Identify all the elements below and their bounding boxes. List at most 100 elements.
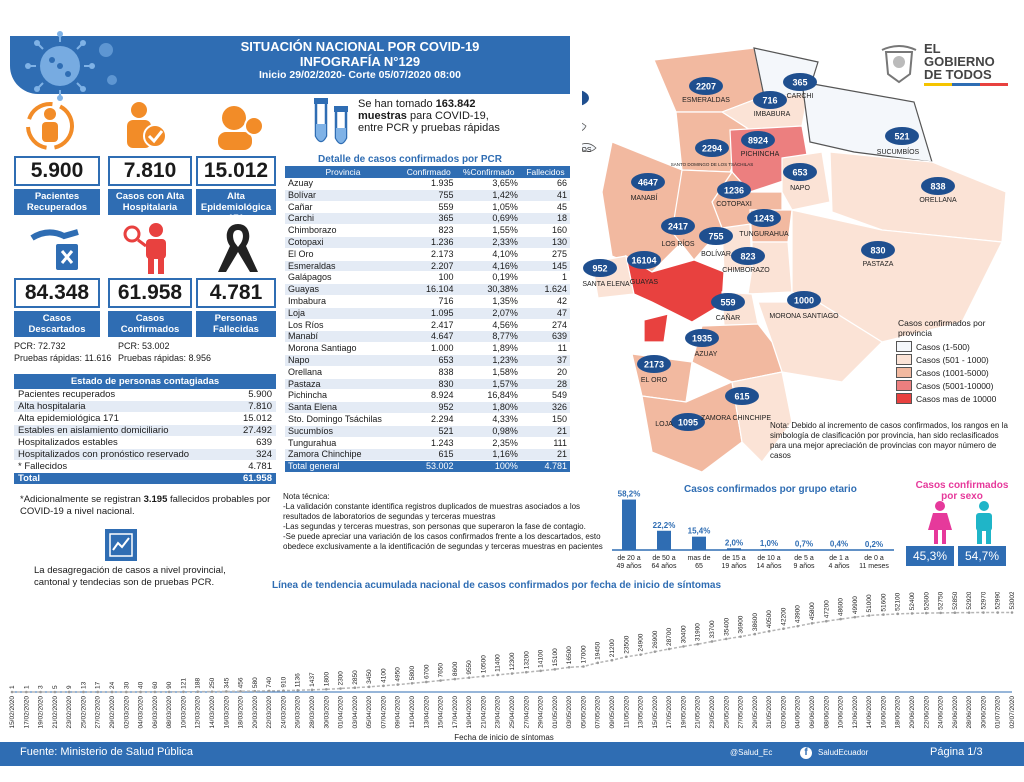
legend-swatch: [896, 393, 912, 404]
estado-row-value: 324: [256, 449, 272, 460]
table-cell: 830: [400, 378, 457, 391]
province-bubble: 1935 AZUAY: [685, 329, 719, 358]
trend-value-label: 52100: [895, 592, 902, 610]
trend-point: [653, 650, 657, 653]
table-cell: 1,23%: [456, 354, 521, 367]
footer-twitter[interactable]: @Salud_Ec: [730, 748, 773, 757]
province-name: LOJA: [655, 421, 673, 428]
trend-point: [467, 676, 471, 679]
table-cell: Napo: [285, 354, 401, 367]
province-bubble-shape: [741, 131, 775, 149]
gobierno-logo: EL GOBIERNO DE TODOS: [880, 42, 1010, 90]
table-cell: 2.207: [400, 260, 457, 273]
trend-x-tick: 08/06/2020: [823, 696, 830, 729]
confirmados-rapidas: Pruebas rápidas: 8.956: [118, 353, 212, 363]
test-discarded-icon: [30, 229, 79, 270]
trend-point: [596, 661, 600, 665]
trend-point: [853, 615, 857, 619]
trend-value-label: 13200: [523, 651, 530, 669]
trend-point: [67, 690, 71, 694]
trend-x-tick: 19/05/2020: [680, 696, 687, 729]
footer-facebook[interactable]: SaludEcuador: [818, 748, 869, 757]
trend-point: [367, 685, 371, 689]
table-cell: 1.000: [400, 342, 457, 355]
trend-value-label: 60: [152, 681, 159, 689]
legend-label: Casos (1-500): [916, 341, 970, 352]
trend-point: [624, 655, 628, 659]
trend-x-tick: 21/05/2020: [695, 696, 702, 729]
trend-x-tick: 13/04/2020: [423, 696, 430, 729]
trend-x-tick: 17/04/2020: [452, 696, 459, 729]
province-bubble: 615 ZAMORA CHINCHIPE: [701, 387, 771, 422]
table-cell: 100%: [456, 460, 521, 473]
trend-point: [582, 665, 585, 668]
table-cell: Santa Elena: [285, 401, 401, 414]
trend-point: [53, 690, 57, 694]
trend-x-tick: 14/06/2020: [866, 696, 873, 729]
trend-point: [553, 668, 557, 671]
age-category-label: de 0 a 11 meses: [859, 555, 889, 570]
table-cell: Azuay: [285, 178, 401, 190]
header-title: SITUACIÓN NACIONAL POR COVID-19: [240, 39, 480, 54]
table-cell: Bolívar: [285, 189, 401, 202]
estado-row-label: * Fallecidos: [18, 461, 68, 472]
trend-value-label: 23500: [623, 635, 630, 653]
trend-point: [353, 686, 357, 690]
header-subtitle: Inicio 29/02/2020- Corte 05/07/2020 08:0…: [259, 69, 461, 81]
trend-value-label: 910: [280, 676, 287, 687]
kpi-epidem-label: Alta Epidemiológica 171: [196, 189, 276, 224]
trend-value-label: 17000: [580, 645, 587, 663]
province-value: 838: [930, 182, 945, 192]
table-cell: 2,35%: [456, 437, 521, 450]
document-chart-icon: [105, 529, 137, 561]
estado-row-label: Pacientes recuperados: [18, 389, 116, 400]
table-cell: 1.095: [400, 307, 457, 320]
estado-row-value: 27.492: [242, 425, 272, 436]
trend-line: [12, 611, 1012, 693]
trend-point: [424, 680, 428, 684]
trend-x-tick: 19/02/2020: [38, 696, 45, 729]
trend-x-tick: 27/02/2020: [95, 696, 102, 729]
table-cell: Imbabura: [285, 295, 401, 308]
legend-label: Casos (1001-5000): [916, 367, 989, 378]
kpi-descartados-label: Casos Descartados: [14, 311, 100, 337]
kpi-confirmados-value: 61.958: [108, 278, 192, 308]
province-value: 2173: [644, 360, 664, 370]
table-cell: Sucumbíos: [285, 425, 401, 438]
trend-x-tick: 11/04/2020: [409, 696, 416, 728]
virus-icon: [25, 31, 117, 101]
table-row: Carchi 365 0,69% 18: [285, 212, 570, 226]
facebook-icon[interactable]: f: [800, 747, 812, 759]
table-cell: Pastaza: [285, 378, 401, 391]
epidemiological-discharge-icon: [218, 106, 264, 150]
trend-x-tick: 12/06/2020: [852, 696, 859, 729]
trend-point: [110, 690, 114, 694]
age-category-label: de 20 a 49 años: [617, 555, 642, 570]
trend-x-tick: 23/05/2020: [709, 696, 716, 729]
province-bubble-shape: [631, 173, 665, 191]
province-value: 2294: [702, 144, 722, 154]
trend-x-tick: 05/04/2020: [366, 696, 373, 729]
fallecidos-note-pre: *Adicionalmente se registran: [20, 494, 144, 505]
table-row: Napo 653 1,23% 37: [285, 354, 570, 367]
estado-row-label: Hospitalizados con pronóstico reservado: [18, 449, 190, 460]
trend-x-tick: 21/02/2020: [52, 696, 59, 729]
table-cell: Total general: [285, 460, 401, 473]
province-name: ZAMORA CHINCHIPE: [701, 415, 771, 422]
table-cell: 755: [400, 189, 457, 202]
trend-point: [796, 624, 800, 628]
trend-point: [382, 684, 385, 688]
logo-line3: DE TODOS: [924, 67, 992, 82]
female-icon: [928, 501, 952, 544]
trend-x-tick: 29/05/2020: [752, 696, 759, 729]
trend-point: [139, 690, 142, 694]
table-row: Loja 1.095 2,07% 47: [285, 307, 570, 320]
province-name: ORELLANA: [919, 197, 957, 204]
table-cell: 66: [520, 178, 570, 190]
estado-row-label: Hospitalizados estables: [18, 437, 118, 448]
table-cell: 639: [520, 330, 570, 344]
trend-value-label: 21200: [609, 639, 616, 657]
trend-x-tick: 24/03/2020: [280, 696, 287, 729]
trend-value-label: 24: [109, 681, 116, 689]
kpi-recuperados-label: Pacientes Recuperados: [14, 189, 100, 215]
